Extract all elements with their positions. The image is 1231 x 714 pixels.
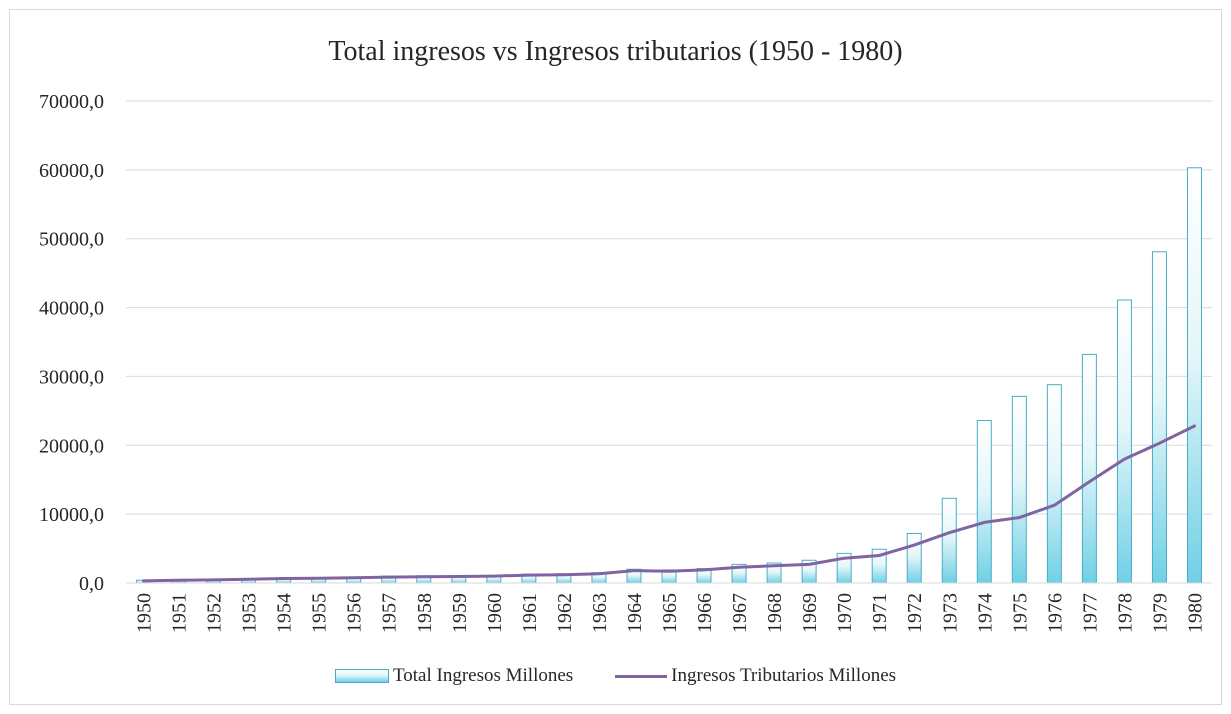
x-tick-label: 1954 (274, 593, 296, 633)
legend-label-total: Total Ingresos Millones (392, 665, 574, 686)
y-axis-ticks: 0,0 10000,0 20000,0 30000,0 40000,0 50000,0 60… (39, 91, 104, 595)
bar (906, 532, 922, 584)
bar (1186, 167, 1202, 584)
x-tick-label: 1955 (309, 593, 331, 633)
gridlines (126, 100, 1212, 515)
legend-swatch-bar (334, 669, 389, 683)
x-tick-label: 1980 (1185, 593, 1207, 633)
legend-label-tributarios: Ingresos Tributarios Millones (671, 665, 897, 686)
x-tick-label: 1977 (1079, 593, 1101, 633)
x-tick-label: 1963 (589, 593, 611, 633)
x-tick-label: 1950 (134, 593, 156, 633)
bar (1151, 251, 1167, 584)
y-tick-label: 60000,0 (39, 160, 104, 182)
bar (976, 419, 992, 584)
x-tick-label: 1971 (869, 593, 891, 633)
x-tick-label: 1953 (239, 593, 261, 633)
bar-series (136, 167, 1202, 584)
x-tick-label: 1957 (379, 593, 401, 633)
y-tick-label: 50000,0 (39, 229, 104, 251)
x-tick-label: 1966 (694, 593, 716, 633)
x-tick-label: 1965 (659, 593, 681, 633)
x-tick-label: 1970 (834, 593, 856, 633)
legend: Total Ingresos Millones Ingresos Tributa… (0, 662, 1231, 690)
chart-title: Total ingresos vs Ingresos tributarios (… (328, 36, 903, 67)
x-tick-label: 1952 (204, 593, 226, 633)
x-tick-label: 1958 (414, 593, 436, 633)
y-tick-label: 20000,0 (39, 435, 104, 457)
x-axis-ticks: 1950 1951 1952 1953 1954 1955 1956 1957 1958 1959… (134, 593, 1207, 633)
y-tick-label: 70000,0 (39, 91, 104, 113)
legend-item-total: Total Ingresos Millones (334, 665, 574, 687)
chart-frame (9, 9, 1222, 705)
x-tick-label: 1968 (764, 593, 786, 633)
line-path (142, 424, 1196, 583)
x-tick-label: 1975 (1009, 593, 1031, 633)
legend-swatch-line (615, 674, 668, 678)
y-tick-label: 30000,0 (39, 366, 104, 388)
x-tick-label: 1962 (554, 593, 576, 633)
y-tick-label: 0,0 (79, 573, 104, 595)
bar (1046, 384, 1062, 584)
bar (1116, 299, 1132, 584)
x-tick-label: 1973 (939, 593, 961, 633)
x-tick-label: 1956 (344, 593, 366, 633)
x-tick-label: 1972 (904, 593, 926, 633)
x-tick-label: 1974 (974, 593, 996, 633)
y-tick-label: 40000,0 (39, 298, 104, 320)
x-tick-label: 1978 (1114, 593, 1136, 633)
x-tick-label: 1969 (799, 593, 821, 633)
x-tick-label: 1976 (1044, 593, 1066, 633)
x-tick-label: 1979 (1150, 593, 1172, 633)
bar (941, 497, 957, 584)
x-tick-label: 1961 (519, 593, 541, 633)
x-tick-label: 1964 (624, 593, 646, 633)
bar (1011, 395, 1027, 584)
y-tick-label: 10000,0 (39, 504, 104, 526)
x-tick-label: 1951 (169, 593, 191, 633)
x-tick-label: 1960 (484, 593, 506, 633)
legend-item-tributarios: Ingresos Tributarios Millones (615, 665, 896, 687)
bar (1081, 353, 1097, 584)
x-tick-label: 1967 (729, 593, 751, 633)
line-series (142, 424, 1196, 583)
x-tick-label: 1959 (449, 593, 471, 633)
